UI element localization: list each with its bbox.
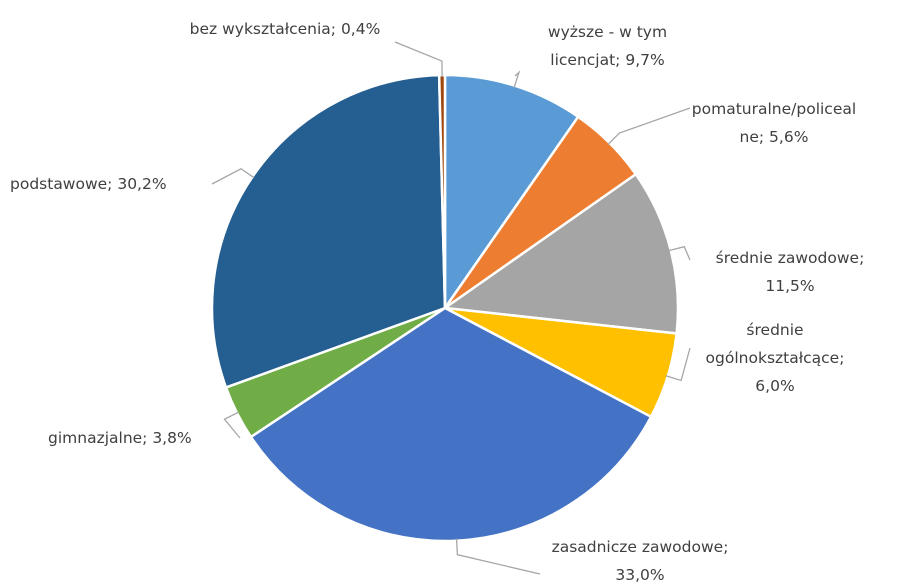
data-label: podstawowe; 30,2% (10, 175, 167, 193)
leader-line (394, 41, 443, 78)
leader-line (607, 107, 691, 145)
leader-line (211, 168, 255, 185)
data-label: wyższe - w tym licencjat; 9,7% (547, 23, 668, 69)
leader-line (455, 538, 541, 575)
data-label: średnie zawodowe; 11,5% (715, 249, 865, 295)
data-label: gimnazjalne; 3,8% (48, 429, 192, 447)
leader-line (665, 347, 691, 382)
data-label: bez wykształcenia; 0,4% (189, 20, 381, 38)
leader-line (513, 70, 521, 88)
data-label: zasadnicze zawodowe; 33,0% (551, 538, 729, 583)
data-label: pomaturalne/policealne; 5,6% (691, 100, 857, 146)
leader-line (668, 245, 691, 261)
data-label: średnie ogólnokształcące; 6,0% (705, 321, 845, 395)
leader-line (223, 411, 241, 439)
